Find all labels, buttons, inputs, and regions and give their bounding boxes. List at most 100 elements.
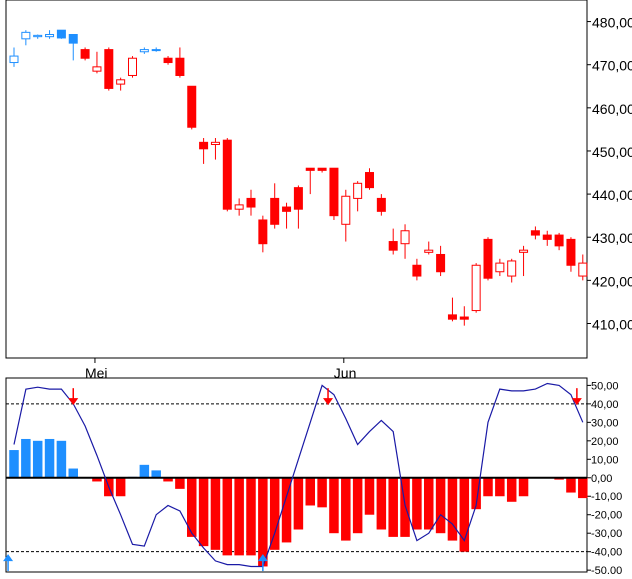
- sell-signal-arrowhead-icon: [571, 398, 582, 406]
- indicator-bar: [44, 438, 55, 478]
- indicator-bar: [388, 477, 398, 537]
- indicator-bar: [187, 477, 197, 537]
- indicator-bar: [412, 477, 422, 530]
- candle-body: [234, 204, 244, 210]
- indicator-bar: [471, 477, 481, 510]
- candle-body: [578, 262, 588, 277]
- indicator-bar: [376, 477, 387, 530]
- candle-body: [376, 197, 386, 212]
- candle-body: [163, 57, 173, 64]
- candle-body: [447, 314, 457, 320]
- price-y-tick-label: 450,00: [592, 144, 632, 160]
- indicator-y-tick-label: 40,00: [591, 399, 619, 411]
- candle-body: [282, 206, 292, 212]
- indicator-bar: [9, 450, 19, 478]
- indicator-bar: [21, 438, 31, 478]
- candle-body: [246, 197, 256, 208]
- price-y-tick-label: 430,00: [592, 230, 632, 246]
- candle-body: [175, 57, 185, 76]
- candle-body: [270, 197, 280, 225]
- month-label: Jun: [334, 365, 357, 381]
- candle-body: [459, 316, 469, 320]
- candle-body: [566, 238, 576, 266]
- price-y-tick-label: 460,00: [592, 101, 632, 117]
- price-y-tick-label: 440,00: [592, 187, 632, 203]
- candle-body: [33, 34, 43, 38]
- indicator-bar: [151, 470, 161, 478]
- candle-body: [495, 262, 505, 273]
- indicator-bar: [92, 477, 102, 482]
- candle-body: [530, 230, 540, 236]
- indicator-bar: [578, 477, 588, 499]
- indicator-y-tick-label: -50,00: [591, 565, 622, 574]
- candle-body: [329, 167, 339, 217]
- indicator-bar: [222, 477, 233, 556]
- indicator-bar: [281, 477, 292, 543]
- candle-body: [507, 260, 517, 277]
- indicator-bar: [459, 477, 470, 552]
- indicator-y-tick-label: 30,00: [591, 417, 619, 429]
- indicator-bar: [506, 477, 517, 502]
- indicator-bar: [329, 477, 339, 534]
- candle-body: [424, 249, 434, 253]
- candle-body: [151, 49, 161, 52]
- price-y-tick-label: 480,00: [592, 15, 632, 31]
- candle-body: [400, 230, 410, 245]
- candle-body: [56, 29, 66, 39]
- candle-body: [210, 141, 220, 145]
- candle-body: [128, 57, 137, 76]
- candle-body: [187, 85, 197, 128]
- indicator-bar: [139, 464, 150, 478]
- indicator-bar: [352, 477, 363, 534]
- indicator-bar: [566, 477, 576, 493]
- candle-body: [222, 139, 232, 210]
- candle-body: [9, 55, 19, 64]
- buy-signal-arrowhead-icon: [3, 554, 14, 562]
- indicator-y-tick-label: 50,00: [591, 380, 619, 392]
- candle-body: [483, 238, 493, 279]
- price-y-tick-label: 420,00: [592, 273, 632, 289]
- sell-signal-arrowhead-icon: [68, 398, 79, 406]
- indicator-panel-frame: [5, 377, 588, 573]
- indicator-bar: [317, 477, 327, 508]
- price-panel-frame: [5, 0, 588, 359]
- indicator-bar: [424, 477, 434, 530]
- indicator-bar: [447, 477, 458, 541]
- candle-body: [21, 31, 31, 40]
- buy-signal-arrowhead-icon: [257, 554, 268, 562]
- indicator-y-tick-label: -30,00: [591, 528, 622, 540]
- candle-body: [317, 167, 327, 171]
- candle-body: [554, 234, 564, 247]
- candle-body: [412, 264, 422, 277]
- candle-body: [92, 66, 102, 72]
- indicator-bar: [198, 477, 209, 547]
- candle-body: [258, 219, 268, 245]
- indicator-y-tick-label: -10,00: [591, 491, 622, 503]
- indicator-bar: [400, 477, 410, 537]
- indicator-bar: [163, 477, 173, 482]
- indicator-bar: [518, 477, 529, 497]
- indicator-bar: [483, 477, 493, 497]
- indicator-bar: [115, 477, 126, 497]
- candle-body: [293, 187, 303, 210]
- indicator-bar: [305, 477, 315, 506]
- candle-body: [104, 49, 114, 89]
- indicator-bar: [293, 477, 304, 530]
- indicator-y-tick-label: 20,00: [591, 436, 619, 448]
- indicator-bar: [495, 477, 505, 497]
- candle-body: [341, 195, 351, 225]
- indicator-bar: [246, 477, 256, 556]
- candle-body: [139, 49, 149, 53]
- indicator-bar: [435, 477, 446, 534]
- oscillator-line: [13, 382, 584, 568]
- candle-body: [542, 234, 552, 240]
- candle-body: [519, 249, 529, 253]
- indicator-bar: [68, 468, 78, 478]
- candle-body: [471, 264, 481, 312]
- indicator-bar: [56, 440, 67, 478]
- sell-signal-arrowhead-icon: [323, 398, 334, 406]
- indicator-bar: [32, 440, 43, 478]
- candle-body: [199, 141, 209, 150]
